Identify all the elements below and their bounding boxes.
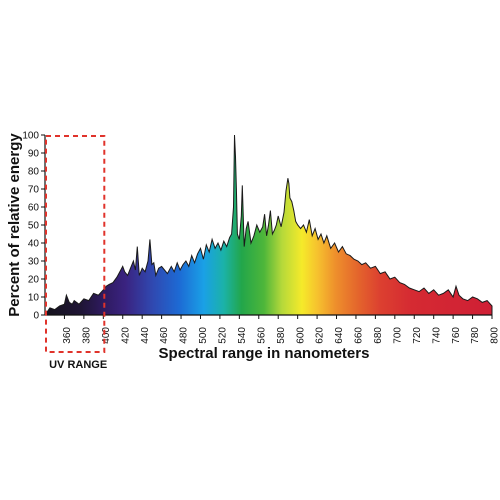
y-tick-label: 30	[28, 257, 40, 268]
x-tick-label: 740	[431, 327, 442, 344]
x-tick-label: 680	[373, 327, 384, 344]
y-axis-title: Percent of relative energy	[6, 133, 23, 317]
x-tick-label: 600	[295, 327, 306, 344]
x-tick-label: 800	[490, 327, 500, 344]
x-tick-label: 660	[354, 327, 365, 344]
x-tick-label: 520	[218, 327, 229, 344]
x-tick-label: 780	[470, 327, 481, 344]
x-tick-label: 400	[101, 327, 112, 344]
x-tick-label: 440	[140, 327, 151, 344]
x-tick-label: 420	[120, 327, 131, 344]
x-axis-title: Spectral range in nanometers	[159, 345, 370, 362]
x-tick-label: 380	[82, 327, 93, 344]
y-tick-label: 90	[28, 149, 40, 160]
x-tick-label: 760	[451, 327, 462, 344]
x-tick-label: 720	[412, 327, 423, 344]
y-tick-label: 70	[28, 185, 40, 196]
uv-range-box	[45, 135, 106, 353]
x-tick-label: 480	[179, 327, 190, 344]
y-axis-ticks: 0 10 20 30 40 50 60 70 80 90 100	[22, 131, 45, 322]
x-tick-label: 460	[159, 327, 170, 344]
y-tick-label: 10	[28, 293, 40, 304]
x-tick-label: 640	[334, 327, 345, 344]
spectrum-area	[44, 134, 493, 316]
x-tick-label: 580	[276, 327, 287, 344]
x-tick-label: 360	[62, 327, 73, 344]
y-tick-label: 20	[28, 275, 40, 286]
x-tick-label: 540	[237, 327, 248, 344]
x-tick-label: 620	[315, 327, 326, 344]
x-tick-label: 500	[198, 327, 209, 344]
x-tick-label: 700	[392, 327, 403, 344]
y-tick-label: 80	[28, 167, 40, 178]
y-tick-label: 100	[22, 131, 39, 142]
x-axis-ticks: 360 380 400 420 440 460 480 500 520 540 560 580 600 6…	[62, 315, 500, 344]
x-tick-label: 560	[256, 327, 267, 344]
y-tick-label: 50	[28, 221, 40, 232]
uv-range-label: UV RANGE	[49, 359, 107, 371]
y-tick-label: 60	[28, 203, 40, 214]
y-tick-label: 40	[28, 239, 40, 250]
y-tick-label: 0	[33, 311, 39, 322]
